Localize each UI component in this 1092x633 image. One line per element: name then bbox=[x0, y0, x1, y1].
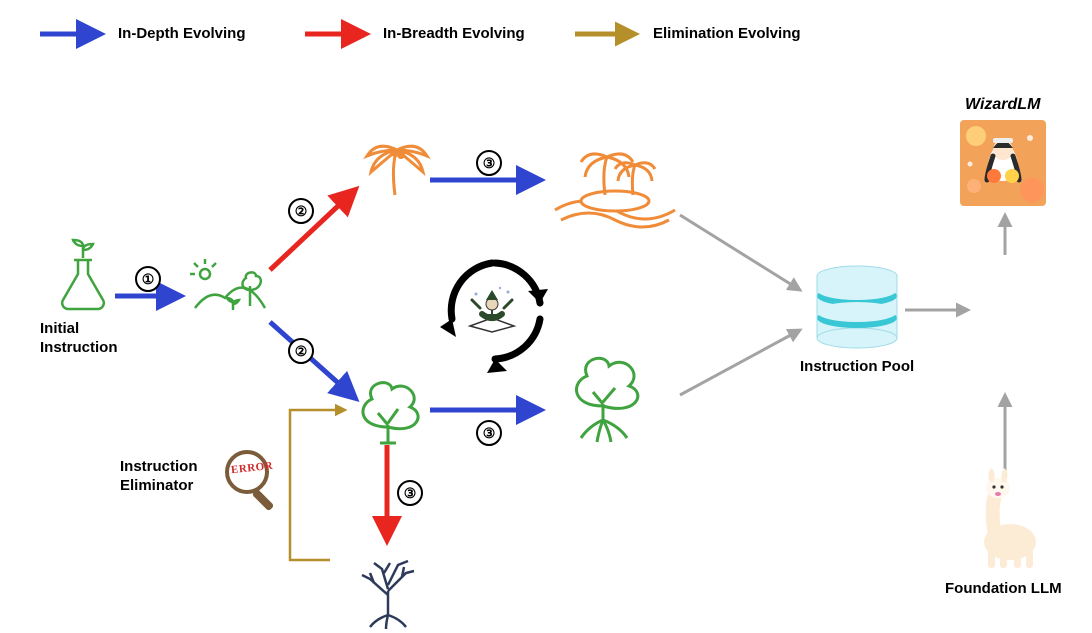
legend-label-breadth: In-Breadth Evolving bbox=[383, 25, 525, 42]
arrow-step2-up bbox=[270, 190, 355, 270]
legend-label-elim: Elimination Evolving bbox=[653, 25, 801, 42]
arrow-elimination-return bbox=[290, 410, 345, 560]
instruction-eliminator-label: Instruction Eliminator bbox=[120, 458, 198, 496]
database-icon bbox=[817, 266, 897, 348]
step-1-badge: ① bbox=[135, 266, 161, 292]
arrow-to-pool-bot bbox=[680, 330, 800, 395]
wizardlm-card-icon bbox=[960, 120, 1046, 206]
tree-roots-icon bbox=[576, 358, 637, 442]
arrow-step2-down bbox=[270, 322, 355, 398]
foundation-llm-label: Foundation LLM bbox=[945, 580, 1062, 597]
step-3c-badge: ③ bbox=[397, 480, 423, 506]
tree-green-icon bbox=[363, 383, 418, 443]
wizardlm-title: WizardLM bbox=[965, 96, 1040, 114]
arrow-to-pool-top bbox=[680, 215, 800, 290]
initial-instruction-label: Initial Instruction bbox=[40, 320, 118, 358]
cycle-icon bbox=[440, 263, 548, 373]
initial-instruction-icon bbox=[62, 240, 104, 309]
llama-icon bbox=[984, 468, 1036, 568]
step-2b-badge: ② bbox=[288, 338, 314, 364]
legend-label-depth: In-Depth Evolving bbox=[118, 25, 246, 42]
island-icon bbox=[555, 154, 675, 227]
palm-small-icon bbox=[367, 146, 427, 195]
step-3a-badge: ③ bbox=[476, 150, 502, 176]
step-3b-badge: ③ bbox=[476, 420, 502, 446]
step-2a-badge: ② bbox=[288, 198, 314, 224]
dead-tree-icon bbox=[362, 561, 414, 629]
landscape-icon bbox=[190, 259, 265, 310]
instruction-pool-label: Instruction Pool bbox=[800, 358, 914, 375]
